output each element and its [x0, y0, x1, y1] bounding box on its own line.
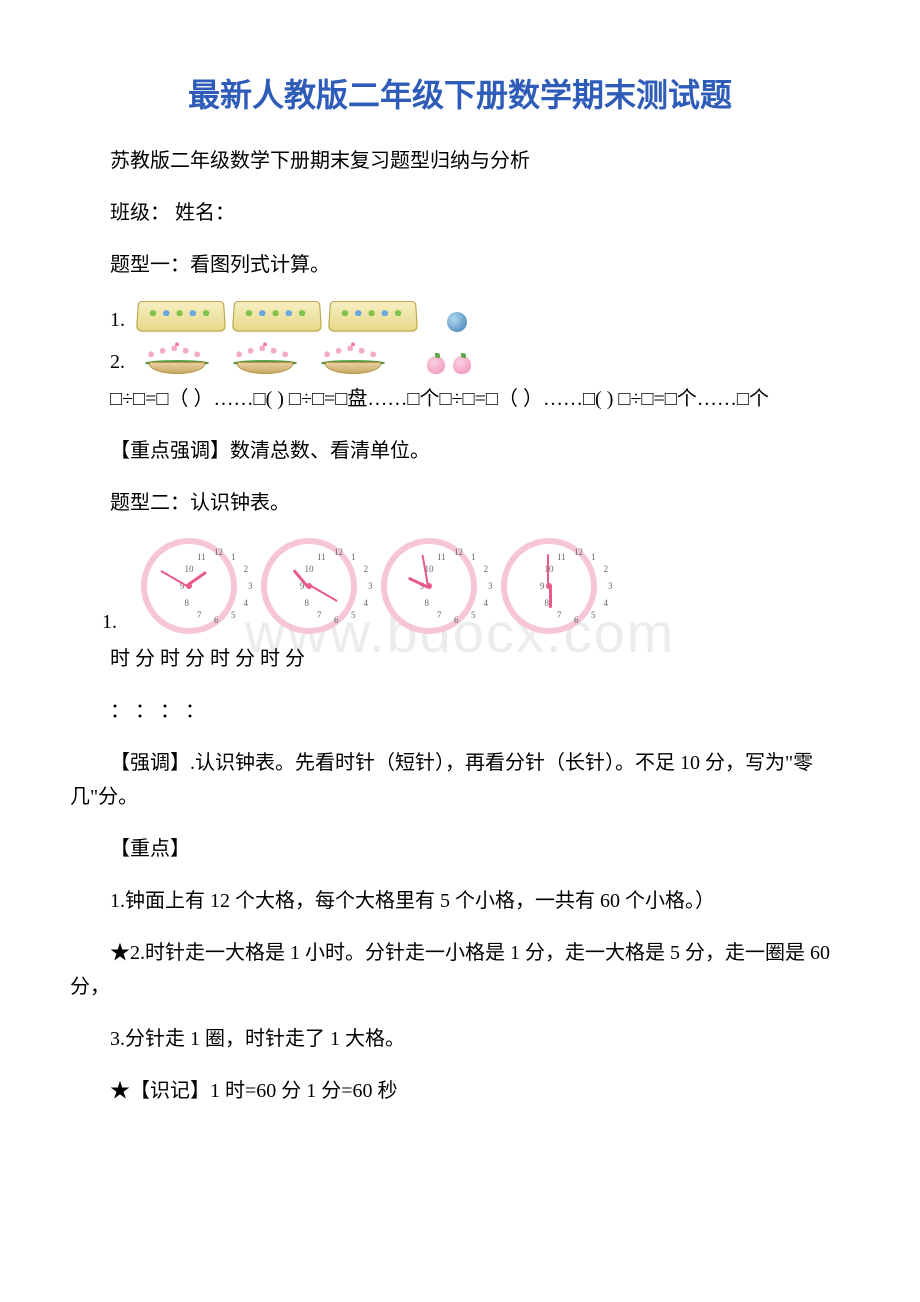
- class-name-line: 班级： 姓名：: [70, 196, 850, 230]
- question-2-number: 2.: [70, 351, 125, 374]
- emphasis-note-1: 【重点强调】数清总数、看清单位。: [70, 434, 850, 468]
- ball-icon: [447, 312, 467, 332]
- peach-basket-icon: [313, 340, 393, 374]
- peach-icon: [427, 356, 445, 374]
- ball-box-icon: [232, 301, 322, 331]
- clock-icon: 121234567891011: [501, 538, 597, 634]
- clock-icon: 121234567891011: [261, 538, 357, 634]
- subtitle-text: 苏教版二年级数学下册期末复习题型归纳与分析: [70, 144, 850, 178]
- formula-line: □÷□=□（ ）……□( ) □÷□=□盘……□个□÷□=□（ ）……□( ) …: [70, 382, 850, 416]
- clock-icon: 121234567891011: [381, 538, 477, 634]
- emphasis-note-2: 【强调】.认识钟表。先看时针（短针），再看分针（长针）。不足 10 分，写为"零…: [70, 746, 850, 814]
- question-1-number: 1.: [70, 309, 125, 332]
- key-point-2: ★2.时针走一大格是 1 小时。分针走一小格是 1 分，走一大格是 5 分，走一…: [70, 936, 850, 1004]
- key-points-heading: 【重点】: [70, 832, 850, 866]
- ball-box-icon: [328, 301, 418, 331]
- ball-box-icon: [136, 301, 226, 331]
- key-point-3: 3.分针走 1 圈，时针走了 1 大格。: [70, 1022, 850, 1056]
- peach-icon: [453, 356, 471, 374]
- clock-question-number: 1.: [70, 611, 117, 634]
- clock-question-row: 1. 121234567891011 121234567891011 12123…: [70, 538, 850, 634]
- peach-basket-icon: [137, 340, 217, 374]
- clock-icon: 121234567891011: [141, 538, 237, 634]
- time-colons-line: ： ： ： ：: [70, 694, 850, 728]
- page-title: 最新人教版二年级下册数学期末测试题: [70, 70, 850, 116]
- question-2-row: 2.: [70, 340, 850, 374]
- section-heading-type2: 题型二：认识钟表。: [70, 486, 850, 520]
- document-content: 最新人教版二年级下册数学期末测试题 苏教版二年级数学下册期末复习题型归纳与分析 …: [70, 70, 850, 1108]
- peach-basket-icon: [225, 340, 305, 374]
- question-1-row: 1.: [70, 300, 850, 332]
- section-heading-type1: 题型一：看图列式计算。: [70, 248, 850, 282]
- key-point-1: 1.钟面上有 12 个大格，每个大格里有 5 个小格，一共有 60 个小格。）: [70, 884, 850, 918]
- key-point-4: ★【识记】1 时=60 分 1 分=60 秒: [70, 1074, 850, 1108]
- time-labels-line: 时 分 时 分 时 分 时 分: [70, 642, 850, 676]
